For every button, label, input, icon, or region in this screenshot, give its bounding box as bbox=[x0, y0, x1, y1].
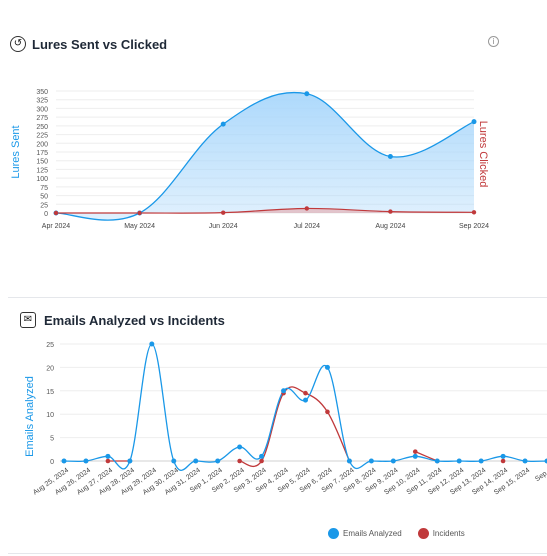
emails-point bbox=[127, 458, 133, 464]
emails-point bbox=[368, 458, 374, 464]
y-tick-label: 0 bbox=[50, 459, 54, 466]
x-tick-label: Apr 2024 bbox=[42, 223, 71, 230]
incidents-line bbox=[239, 386, 351, 468]
lures-chart: 0255075100125150175200225250275300325350… bbox=[10, 89, 489, 230]
emails-point bbox=[61, 458, 67, 464]
y-axis-label: Lures Sent bbox=[10, 125, 22, 178]
emails-point bbox=[237, 444, 243, 450]
emails-point bbox=[434, 458, 440, 464]
emails-point bbox=[215, 458, 221, 464]
legend-label-incidents: Incidents bbox=[432, 529, 465, 538]
y-tick-label: 5 bbox=[50, 436, 54, 443]
panel-title: Emails Analyzed vs Incidents bbox=[44, 313, 225, 328]
y-tick-label: 10 bbox=[46, 412, 54, 419]
y-tick-label: 125 bbox=[36, 167, 48, 174]
sent-line bbox=[55, 91, 475, 221]
emails-point bbox=[544, 458, 547, 464]
y-tick-label: 100 bbox=[36, 176, 48, 183]
y-tick-label: 275 bbox=[36, 115, 48, 122]
incidents-point bbox=[237, 458, 242, 464]
y-tick-label: 200 bbox=[36, 141, 48, 148]
emails-point bbox=[324, 364, 330, 370]
emails-point bbox=[346, 458, 352, 464]
clicked-point bbox=[53, 210, 59, 216]
y-tick-label: 0 bbox=[44, 211, 48, 218]
incidents-point bbox=[105, 458, 111, 464]
y-tick-label: 75 bbox=[40, 185, 48, 192]
x-tick-label: Sep 1 bbox=[534, 467, 547, 483]
emails-panel: ✉ Emails Analyzed vs Incidents 0 5 10 15 20 2… bbox=[0, 300, 547, 556]
x-tick-label: Jun 2024 bbox=[209, 223, 238, 230]
emails-point bbox=[522, 458, 528, 464]
x-tick-label: Sep 2024 bbox=[459, 223, 489, 230]
emails-point bbox=[478, 458, 484, 464]
y-tick-label: 25 bbox=[40, 202, 48, 209]
emails-point bbox=[412, 453, 418, 459]
emails-point bbox=[171, 458, 177, 464]
sent-point bbox=[387, 154, 393, 160]
y-tick-label: 25 bbox=[46, 342, 54, 349]
emails-point bbox=[105, 453, 111, 459]
emails-point bbox=[259, 453, 265, 459]
clicked-point bbox=[388, 209, 393, 214]
clicked-point bbox=[304, 206, 309, 211]
legend-label-emails: Emails Analyzed bbox=[343, 529, 402, 538]
y-tick-label: 50 bbox=[40, 194, 48, 201]
sent-point bbox=[471, 119, 477, 125]
y-tick-label: 225 bbox=[36, 133, 48, 140]
clicked-point bbox=[471, 210, 477, 215]
emails-point bbox=[193, 458, 199, 464]
y2-axis-label: Lures Clicked bbox=[477, 121, 489, 188]
legend-swatch-incidents bbox=[417, 528, 429, 539]
clicked-line bbox=[55, 207, 475, 214]
emails-point bbox=[500, 453, 506, 459]
y-tick-label: 325 bbox=[36, 98, 48, 105]
x-tick-label: May 2024 bbox=[124, 223, 155, 230]
incidents-point bbox=[500, 458, 506, 464]
sent-point bbox=[220, 121, 226, 127]
sent-area bbox=[56, 92, 474, 221]
emails-point bbox=[83, 458, 89, 464]
y-tick-label: 15 bbox=[46, 389, 54, 396]
emails-point bbox=[456, 458, 462, 464]
y-tick-label: 350 bbox=[36, 89, 48, 96]
emails-point bbox=[390, 458, 396, 464]
legend: Emails Analyzed Incidents bbox=[328, 528, 465, 539]
incidents-point bbox=[259, 458, 264, 464]
emails-point bbox=[303, 397, 308, 403]
clicked-point bbox=[221, 210, 226, 215]
y-tick-label: 175 bbox=[36, 150, 48, 157]
x-tick-label: Jul 2024 bbox=[294, 223, 321, 230]
y-tick-label: 250 bbox=[36, 124, 48, 131]
y-tick-label: 150 bbox=[36, 159, 48, 166]
y-tick-label: 20 bbox=[46, 365, 54, 372]
lures-panel: ↺ Lures Sent vs Clicked i 0 25 50 75 100 125 1… bbox=[10, 36, 499, 230]
divider bbox=[8, 553, 547, 554]
info-icon[interactable]: i bbox=[488, 36, 499, 47]
panel-title: Lures Sent vs Clicked bbox=[32, 37, 168, 52]
x-tick-label: Aug 2024 bbox=[375, 223, 405, 230]
emails-line bbox=[63, 343, 547, 471]
legend-swatch-emails bbox=[328, 528, 339, 539]
divider bbox=[8, 297, 547, 298]
incidents-point bbox=[412, 449, 418, 454]
emails-point bbox=[281, 388, 287, 394]
incidents-point bbox=[303, 390, 308, 396]
emails-point bbox=[149, 341, 155, 347]
clicked-point bbox=[137, 210, 142, 216]
mail-icon: ✉ bbox=[20, 312, 36, 328]
x-tick-label: Aug 25, 2024 bbox=[32, 467, 70, 497]
incidents-point bbox=[325, 409, 330, 415]
sent-point bbox=[304, 91, 310, 97]
y-tick-label: 300 bbox=[36, 106, 48, 113]
hook-icon: ↺ bbox=[10, 36, 26, 52]
y-axis-label: Emails Analyzed bbox=[24, 376, 36, 457]
